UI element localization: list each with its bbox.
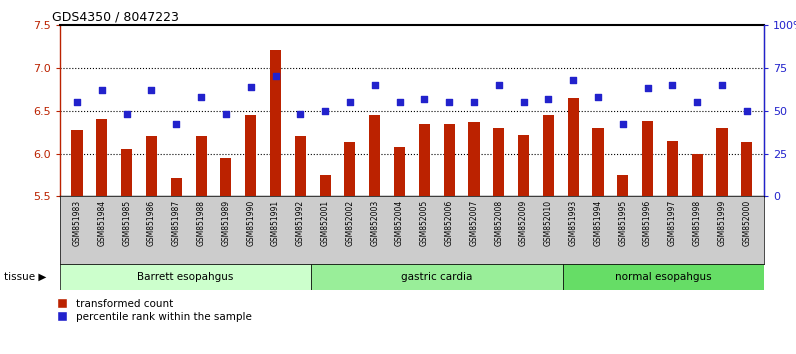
Text: GSM851991: GSM851991 xyxy=(271,200,280,246)
Text: Barrett esopahgus: Barrett esopahgus xyxy=(137,272,234,282)
Bar xyxy=(518,135,529,196)
Text: GDS4350 / 8047223: GDS4350 / 8047223 xyxy=(52,11,178,24)
Bar xyxy=(543,115,554,196)
Bar xyxy=(245,115,256,196)
FancyBboxPatch shape xyxy=(563,264,764,290)
Bar xyxy=(741,142,752,196)
Point xyxy=(244,84,257,90)
Bar xyxy=(196,136,207,196)
Point xyxy=(666,82,679,88)
Point xyxy=(120,111,133,117)
Text: GSM852002: GSM852002 xyxy=(345,200,354,246)
Text: GSM851984: GSM851984 xyxy=(97,200,107,246)
Text: GSM851983: GSM851983 xyxy=(72,200,81,246)
Bar xyxy=(642,121,654,196)
Text: GSM851997: GSM851997 xyxy=(668,200,677,246)
Point xyxy=(96,87,108,93)
Point xyxy=(493,82,505,88)
Text: GSM852000: GSM852000 xyxy=(743,200,751,246)
Point xyxy=(642,85,654,91)
Bar xyxy=(369,115,380,196)
Bar xyxy=(72,130,83,196)
Point xyxy=(567,77,579,82)
Text: GSM851998: GSM851998 xyxy=(693,200,702,246)
Point xyxy=(418,96,431,102)
Point xyxy=(318,108,331,113)
Bar xyxy=(468,122,479,196)
Bar xyxy=(592,128,603,196)
Text: GSM851989: GSM851989 xyxy=(221,200,230,246)
Bar xyxy=(394,147,405,196)
Legend: transformed count, percentile rank within the sample: transformed count, percentile rank withi… xyxy=(57,299,252,322)
Text: GSM851990: GSM851990 xyxy=(246,200,256,246)
Bar xyxy=(146,136,157,196)
Point xyxy=(691,99,704,105)
Text: GSM852010: GSM852010 xyxy=(544,200,553,246)
Bar xyxy=(295,136,306,196)
Text: GSM852003: GSM852003 xyxy=(370,200,379,246)
Bar xyxy=(568,98,579,196)
Text: GSM851985: GSM851985 xyxy=(122,200,131,246)
Point xyxy=(616,121,629,127)
Point xyxy=(294,111,306,117)
Text: gastric cardia: gastric cardia xyxy=(401,272,473,282)
Point xyxy=(344,99,357,105)
Text: GSM851995: GSM851995 xyxy=(618,200,627,246)
Bar xyxy=(443,124,455,196)
Text: GSM852001: GSM852001 xyxy=(321,200,330,246)
Bar xyxy=(419,124,430,196)
Bar xyxy=(716,128,728,196)
Text: tissue ▶: tissue ▶ xyxy=(4,272,46,282)
Text: GSM851993: GSM851993 xyxy=(568,200,578,246)
Point xyxy=(393,99,406,105)
Bar xyxy=(96,119,107,196)
Bar xyxy=(319,175,330,196)
Bar xyxy=(121,149,132,196)
Text: GSM851987: GSM851987 xyxy=(172,200,181,246)
Point xyxy=(467,99,480,105)
Point xyxy=(195,94,208,100)
Point xyxy=(716,82,728,88)
Text: GSM852005: GSM852005 xyxy=(419,200,429,246)
Text: GSM852008: GSM852008 xyxy=(494,200,503,246)
Text: GSM851986: GSM851986 xyxy=(147,200,156,246)
Text: GSM852007: GSM852007 xyxy=(470,200,478,246)
Point xyxy=(145,87,158,93)
Text: GSM851994: GSM851994 xyxy=(594,200,603,246)
Bar xyxy=(220,158,232,196)
Point xyxy=(542,96,555,102)
Bar xyxy=(692,154,703,196)
Point xyxy=(740,108,753,113)
Text: GSM851996: GSM851996 xyxy=(643,200,652,246)
Point xyxy=(369,82,381,88)
Bar xyxy=(170,178,181,196)
Bar xyxy=(345,142,356,196)
Text: GSM852006: GSM852006 xyxy=(445,200,454,246)
Bar xyxy=(667,141,678,196)
Bar xyxy=(617,175,628,196)
Text: GSM851992: GSM851992 xyxy=(296,200,305,246)
Point xyxy=(443,99,455,105)
Text: GSM851999: GSM851999 xyxy=(717,200,727,246)
Point xyxy=(71,99,84,105)
Bar xyxy=(270,50,281,196)
Text: GSM852009: GSM852009 xyxy=(519,200,528,246)
Point xyxy=(220,111,232,117)
Point xyxy=(591,94,604,100)
Text: GSM852004: GSM852004 xyxy=(395,200,404,246)
FancyBboxPatch shape xyxy=(311,264,563,290)
Point xyxy=(269,74,282,79)
FancyBboxPatch shape xyxy=(60,264,311,290)
Text: GSM851988: GSM851988 xyxy=(197,200,205,246)
Point xyxy=(517,99,530,105)
Text: normal esopahgus: normal esopahgus xyxy=(615,272,712,282)
Bar xyxy=(494,128,505,196)
Point xyxy=(170,121,182,127)
